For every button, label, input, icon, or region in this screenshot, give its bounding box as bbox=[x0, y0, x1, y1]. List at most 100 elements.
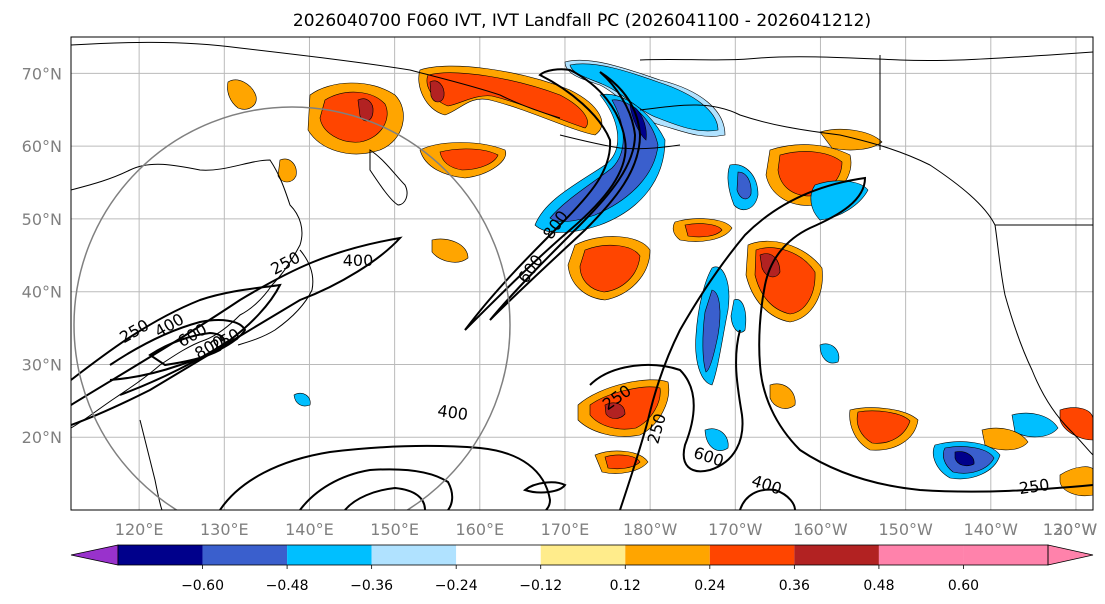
contour-value-label: 250 bbox=[1018, 475, 1051, 498]
contour-line bbox=[299, 468, 454, 510]
colorbar-swatch bbox=[371, 545, 457, 565]
contour-line bbox=[522, 481, 567, 494]
colorbar-swatch bbox=[878, 545, 964, 565]
coastline-alaska-south bbox=[639, 104, 996, 226]
anomaly-blob-skyblue bbox=[1011, 412, 1059, 438]
contour-line bbox=[489, 71, 642, 321]
coastline-japan bbox=[237, 249, 314, 346]
contour-line bbox=[148, 331, 226, 367]
colorbar-tick-label: −0.36 bbox=[350, 578, 393, 594]
landfall-region-circle bbox=[73, 106, 511, 510]
colorbar-swatches bbox=[70, 544, 1094, 566]
anomaly-blob-royalblue bbox=[549, 99, 659, 222]
colorbar-labels: −0.60 −0.48 −0.36 −0.24 −0.12 0.12 0.24 0.36 0.4… bbox=[181, 565, 979, 594]
anomaly-blob-red bbox=[1059, 407, 1093, 441]
lon-tick-label: 140°E bbox=[285, 520, 334, 539]
anomaly-blob-orange bbox=[431, 238, 469, 263]
anomaly-blob-skyblue bbox=[819, 343, 840, 364]
colorbar-swatch bbox=[202, 545, 288, 565]
colorbar-tick-label: −0.60 bbox=[181, 578, 224, 594]
lat-tick-label: 50°N bbox=[22, 210, 62, 229]
colorbar-extend-high bbox=[1047, 544, 1094, 566]
anomaly-blob-skyblue bbox=[569, 63, 719, 132]
lon-tick-label: 130°W bbox=[1043, 520, 1098, 539]
longitude-axis: 120°E 130°E 140°E 150°E 160°E 170°E 180°W 170°W… bbox=[115, 520, 1098, 539]
coastline-siberia bbox=[71, 41, 561, 119]
anomaly-blob-skyblue bbox=[293, 392, 311, 407]
contour-line bbox=[109, 319, 247, 381]
contour-value-label: 400 bbox=[343, 251, 374, 270]
lon-tick-label: 120°E bbox=[115, 520, 164, 539]
lat-tick-label: 60°N bbox=[22, 137, 62, 156]
anomaly-blob-royalblue bbox=[702, 289, 721, 373]
coastline-alaska bbox=[639, 51, 1093, 62]
contour-line bbox=[71, 236, 403, 426]
lon-tick-label: 160°W bbox=[793, 520, 848, 539]
coastline-aleutians bbox=[559, 134, 681, 150]
anomaly-blob-red bbox=[589, 386, 661, 430]
colorbar-frame bbox=[117, 544, 1049, 566]
figure-title: 2026040700 F060 IVT, IVT Landfall PC (20… bbox=[293, 11, 871, 31]
anomaly-blob-orange bbox=[981, 427, 1029, 451]
lat-tick-label: 30°N bbox=[22, 355, 62, 374]
anomaly-blob-red bbox=[579, 244, 641, 293]
coastline-kamchatka bbox=[369, 149, 408, 206]
anomaly-blob-red bbox=[856, 410, 911, 444]
contour-line bbox=[589, 329, 744, 473]
colorbar-swatch bbox=[540, 545, 626, 565]
colorbar-tick-label: −0.12 bbox=[519, 578, 562, 594]
anomaly-blob-red bbox=[439, 148, 499, 171]
anomaly-blob-skyblue bbox=[730, 299, 747, 333]
lon-tick-label: 140°W bbox=[964, 520, 1019, 539]
contour-line bbox=[219, 444, 552, 510]
anomaly-fill-layer bbox=[227, 59, 1093, 497]
anomaly-blob-orange bbox=[769, 383, 796, 409]
contour-line bbox=[619, 176, 1093, 510]
colorbar-tick-label: −0.24 bbox=[435, 578, 478, 594]
ivt-contours bbox=[71, 68, 1093, 510]
colorbar-tick-label: 0.36 bbox=[779, 578, 810, 594]
coastlines bbox=[71, 41, 1093, 510]
colorbar-swatch bbox=[709, 545, 795, 565]
anomaly-blob-orange bbox=[227, 79, 257, 110]
lon-tick-label: 160°E bbox=[455, 520, 504, 539]
contour-line bbox=[464, 68, 627, 331]
colorbar-swatch bbox=[456, 545, 541, 565]
colorbar-swatch bbox=[794, 545, 879, 565]
colorbar: −0.60 −0.48 −0.36 −0.24 −0.12 0.12 0.24 0.36 0.4… bbox=[70, 544, 1094, 594]
contour-value-label: 400 bbox=[436, 401, 469, 424]
anomaly-blob-skyblue bbox=[704, 428, 729, 451]
colorbar-tick-label: 0.12 bbox=[610, 578, 641, 594]
lat-tick-label: 20°N bbox=[22, 428, 62, 447]
coastline-asia bbox=[71, 159, 303, 429]
lat-tick-label: 70°N bbox=[22, 64, 62, 83]
lon-tick-label: 150°W bbox=[878, 520, 933, 539]
coastline-north-america-west bbox=[994, 224, 1093, 456]
lon-tick-label: 170°W bbox=[708, 520, 763, 539]
anomaly-blob-navy bbox=[954, 451, 975, 467]
colorbar-tick-label: 0.60 bbox=[948, 578, 979, 594]
colorbar-extend-low bbox=[70, 544, 119, 566]
coastline-philippines bbox=[139, 419, 163, 510]
map-frame bbox=[70, 36, 1094, 511]
colorbar-swatch bbox=[118, 545, 203, 565]
colorbar-tick-label: 0.24 bbox=[694, 578, 725, 594]
lon-tick-label: 170°E bbox=[541, 520, 590, 539]
lon-tick-label: 120°W bbox=[1043, 520, 1098, 539]
anomaly-blob-darkred bbox=[429, 80, 445, 103]
lon-tick-label: 130°E bbox=[200, 520, 249, 539]
latitude-axis: 70°N 60°N 50°N 40°N 30°N 20°N bbox=[22, 64, 62, 447]
lat-tick-label: 40°N bbox=[22, 283, 62, 302]
anomaly-blob-royalblue bbox=[736, 171, 752, 200]
anomaly-blob-darkred bbox=[604, 402, 626, 419]
colorbar-tick-label: 0.48 bbox=[863, 578, 894, 594]
lon-tick-label: 180°W bbox=[623, 520, 678, 539]
anomaly-blob-red bbox=[604, 454, 641, 470]
colorbar-tick-label: −0.48 bbox=[266, 578, 309, 594]
colorbar-swatch bbox=[625, 545, 710, 565]
colorbar-swatch bbox=[287, 545, 372, 565]
contour-line bbox=[739, 488, 796, 510]
lon-tick-label: 150°E bbox=[370, 520, 419, 539]
